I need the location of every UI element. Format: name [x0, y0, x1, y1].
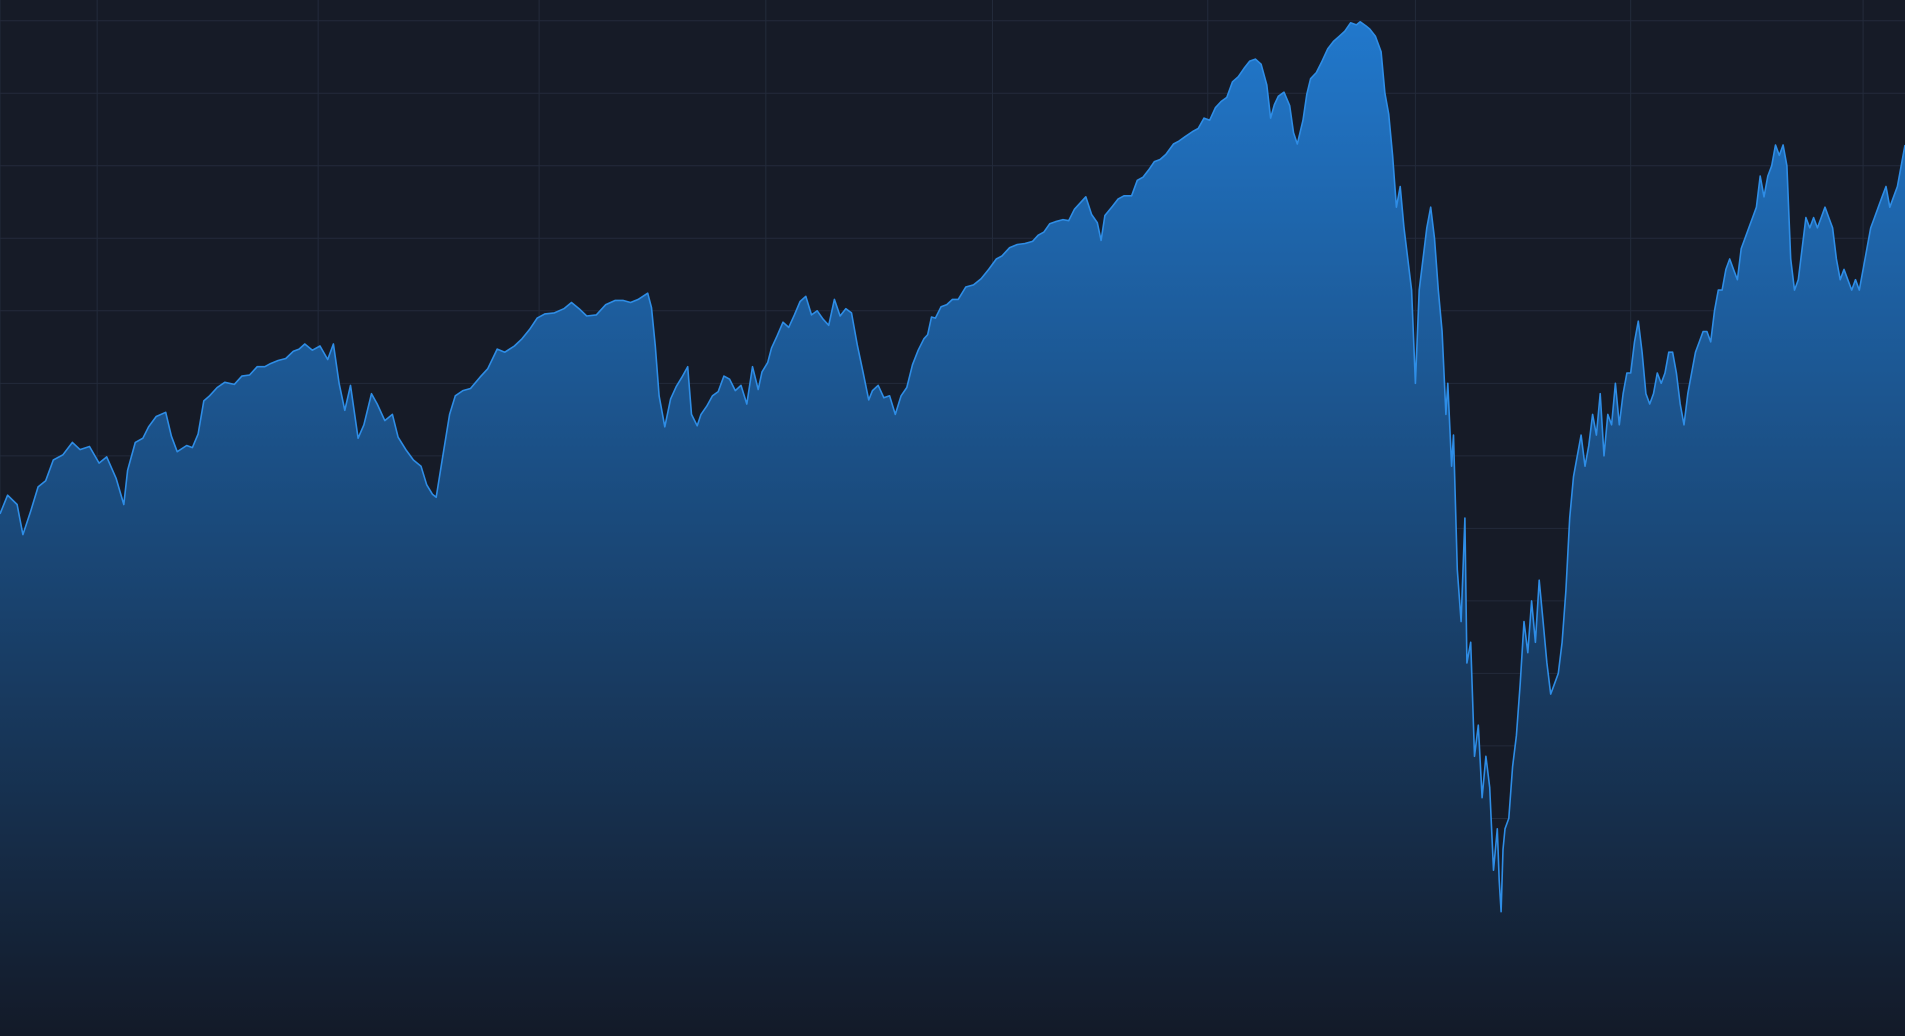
series-area-fill: [0, 21, 1905, 1036]
series-line: [0, 21, 1905, 913]
